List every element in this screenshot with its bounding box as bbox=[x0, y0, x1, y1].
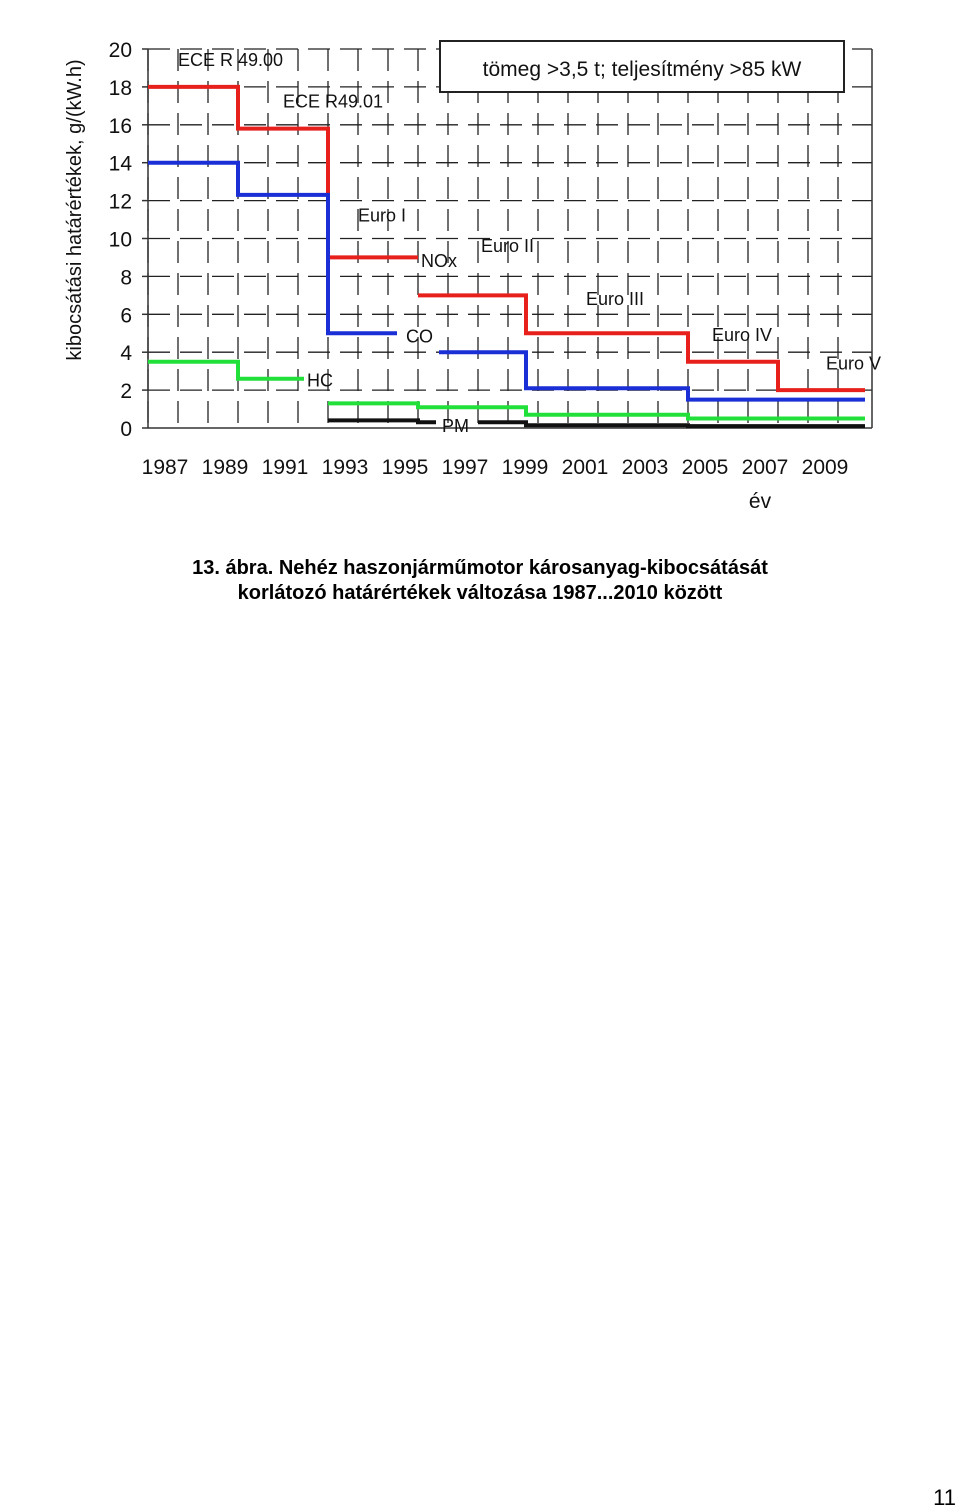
x-tick-label-2003: 2003 bbox=[622, 456, 669, 479]
annotation-hc: HC bbox=[307, 370, 333, 390]
series-co-segment-1 bbox=[148, 160, 397, 336]
y-tick-label-8: 8 bbox=[120, 266, 132, 289]
series-lines bbox=[148, 84, 865, 429]
annotation-pm: PM bbox=[442, 416, 469, 436]
y-tick-label-14: 14 bbox=[109, 153, 133, 176]
series-hc-segment-2 bbox=[328, 401, 865, 421]
y-tick-label-6: 6 bbox=[120, 304, 132, 327]
annotation-ece-r49-01: ECE R49.01 bbox=[283, 92, 383, 112]
chart-labels: tömeg >3,5 t; teljesítmény >85 kW ECE R 4… bbox=[178, 40, 881, 436]
annotation-ece-r-49-00: ECE R 49.00 bbox=[178, 50, 283, 70]
x-tick-label-2009: 2009 bbox=[802, 456, 849, 479]
page-number: 11 bbox=[933, 1485, 956, 1510]
y-tick-label-18: 18 bbox=[109, 77, 132, 100]
emission-limits-chart: 0 2 4 6 8 10 12 14 16 18 20 1987 1989 1991 1993 1995 199… bbox=[64, 39, 881, 513]
x-tick-label-1995: 1995 bbox=[382, 456, 429, 479]
x-tick-label-1991: 1991 bbox=[262, 456, 309, 479]
x-tick-label-1997: 1997 bbox=[442, 456, 489, 479]
chart-container: 0 2 4 6 8 10 12 14 16 18 20 1987 1989 1991 1993 1995 199… bbox=[0, 0, 960, 540]
x-tick-label-2007: 2007 bbox=[742, 456, 789, 479]
x-tick-label-1993: 1993 bbox=[322, 456, 369, 479]
x-tick-label-2001: 2001 bbox=[562, 456, 609, 479]
figure-caption-line-1: 13. ábra. Nehéz haszonjárműmotor károsan… bbox=[192, 557, 768, 579]
annotation-euro-i: Euro I bbox=[358, 205, 406, 225]
annotation-nox: NOx bbox=[421, 251, 457, 271]
y-tick-label-4: 4 bbox=[120, 342, 132, 365]
series-pm-segment-2 bbox=[478, 420, 865, 429]
y-tick-label-12: 12 bbox=[109, 191, 132, 214]
series-nox-segment-2 bbox=[418, 293, 865, 393]
y-tick-label-2: 2 bbox=[120, 380, 132, 403]
y-axis-title: kibocsátási határértékek, g/(kW.h) bbox=[64, 59, 86, 360]
series-co-segment-2 bbox=[439, 350, 865, 402]
annotation-euro-iv: Euro IV bbox=[712, 325, 772, 345]
y-tick-label-0: 0 bbox=[120, 418, 132, 441]
annotation-co: CO bbox=[406, 327, 433, 347]
annotation-euro-iii: Euro III bbox=[586, 289, 644, 309]
x-tick-label-1989: 1989 bbox=[202, 456, 249, 479]
annotation-euro-ii: Euro II bbox=[481, 236, 534, 256]
series-nox-segment-1 bbox=[148, 84, 418, 260]
x-tick-label-1999: 1999 bbox=[502, 456, 549, 479]
y-tick-label-10: 10 bbox=[109, 229, 132, 252]
x-tick-label-2005: 2005 bbox=[682, 456, 729, 479]
condition-box bbox=[439, 40, 845, 93]
y-tick-label-20: 20 bbox=[109, 39, 132, 62]
annotation-euro-v: Euro V bbox=[826, 353, 881, 373]
series-pm-segment-1 bbox=[328, 418, 436, 425]
x-axis-title: év bbox=[749, 490, 772, 513]
condition-box-label: tömeg >3,5 t; teljesítmény >85 kW bbox=[483, 58, 802, 81]
figure-caption-line-2: korlátozó határértékek változása 1987...… bbox=[237, 582, 723, 604]
series-hc-segment-1 bbox=[148, 359, 304, 381]
y-tick-label-16: 16 bbox=[109, 115, 132, 138]
x-tick-label-1987: 1987 bbox=[142, 456, 189, 479]
